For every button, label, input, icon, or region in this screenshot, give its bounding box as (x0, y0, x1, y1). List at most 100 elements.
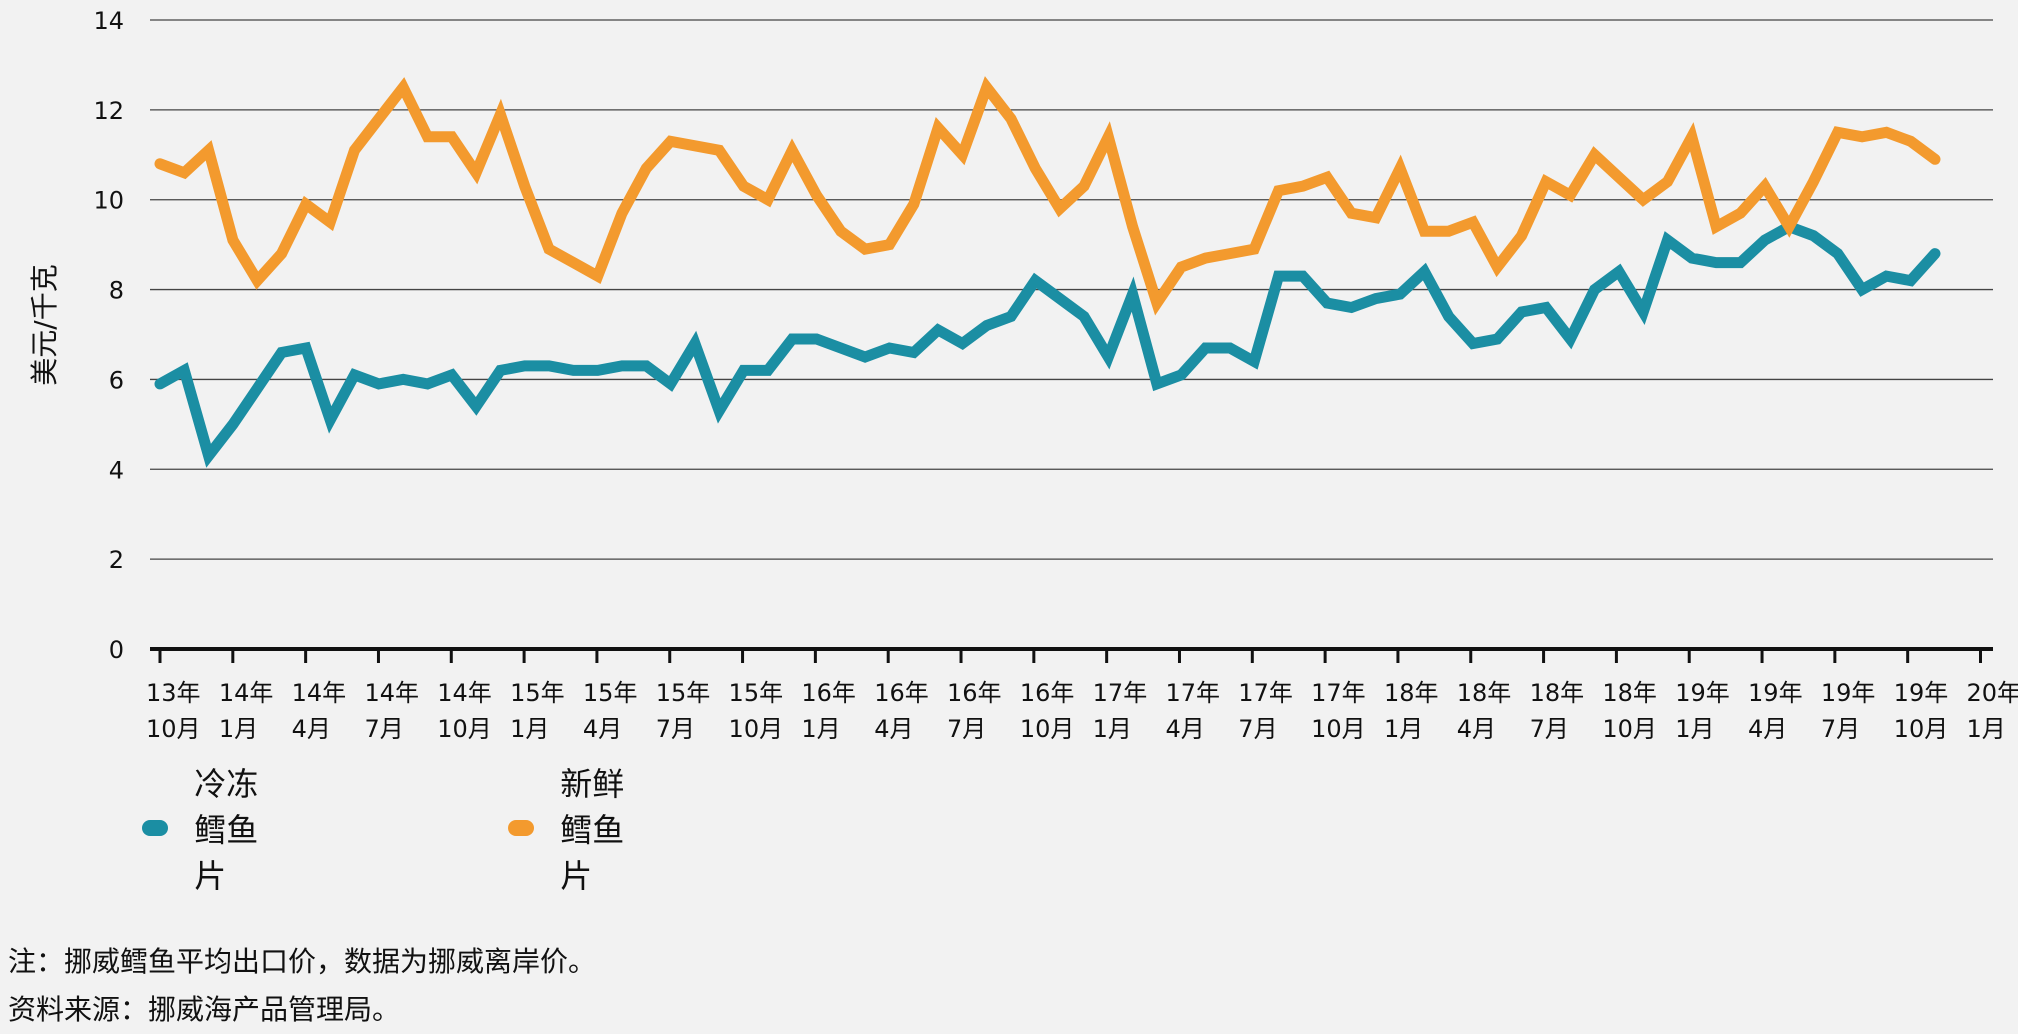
legend-swatch-fresh (508, 820, 534, 836)
y-tick-label: 14 (93, 7, 124, 35)
x-tick-month: 10月 (1020, 715, 1075, 743)
x-tick-month: 7月 (1530, 715, 1569, 743)
x-tick-year: 14年 (292, 679, 347, 707)
x-tick-year: 14年 (437, 679, 492, 707)
legend-item-fresh: 新鲜鳕鱼片 (508, 798, 628, 858)
x-tick-month: 4月 (1457, 715, 1496, 743)
y-tick-label: 0 (109, 636, 124, 664)
x-tick-month: 1月 (510, 715, 549, 743)
gridlines (150, 20, 1993, 559)
x-tick-month: 4月 (583, 715, 622, 743)
x-tick-year: 17年 (1311, 679, 1366, 707)
y-tick-label: 6 (109, 366, 124, 394)
x-tick-month: 1月 (1093, 715, 1132, 743)
y-tick-label: 12 (93, 97, 124, 125)
x-tick-month: 1月 (1967, 715, 2006, 743)
footnotes: 注：挪威鳕鱼平均出口价，数据为挪威离岸价。 资料来源：挪威海产品管理局。 (8, 938, 596, 1034)
x-tick-year: 15年 (729, 679, 784, 707)
x-tick-month: 1月 (1675, 715, 1714, 743)
x-tick-year: 19年 (1675, 679, 1730, 707)
series-line-fresh (160, 87, 1935, 303)
x-tick-year: 14年 (219, 679, 274, 707)
legend-label-fresh: 新鲜鳕鱼片 (560, 759, 628, 897)
note-text: 注：挪威鳕鱼平均出口价，数据为挪威离岸价。 (8, 938, 596, 986)
x-tick-year: 18年 (1530, 679, 1585, 707)
x-tick-year: 16年 (947, 679, 1002, 707)
y-axis-ticks: 0 2 4 6 8 10 12 14 (93, 7, 124, 664)
legend-swatch-frozen (142, 820, 168, 836)
x-tick-year: 20年 (1967, 679, 2018, 707)
y-axis-title: 美元/千克 (28, 264, 61, 385)
y-tick-label: 10 (93, 187, 124, 215)
x-tick-month: 10月 (1602, 715, 1657, 743)
x-tick-month: 1月 (801, 715, 840, 743)
x-tick-month: 4月 (874, 715, 913, 743)
x-tick-month: 10月 (1311, 715, 1366, 743)
x-tick-year: 15年 (656, 679, 711, 707)
x-tick-year: 13年 (146, 679, 201, 707)
y-tick-label: 4 (109, 456, 124, 484)
legend-item-frozen: 冷冻鳕鱼片 (142, 798, 262, 858)
series-line-frozen (160, 227, 1935, 456)
x-tick-year: 16年 (801, 679, 856, 707)
x-tick-year: 17年 (1165, 679, 1220, 707)
x-tick-month: 10月 (146, 715, 201, 743)
y-tick-label: 2 (109, 546, 124, 574)
x-tick-year: 17年 (1093, 679, 1148, 707)
x-tick-year: 15年 (510, 679, 565, 707)
x-tick-month: 4月 (1748, 715, 1787, 743)
x-tick-month: 4月 (292, 715, 331, 743)
x-tick-year: 19年 (1821, 679, 1876, 707)
x-tick-year: 14年 (364, 679, 419, 707)
x-tick-year: 16年 (874, 679, 929, 707)
x-tick-month: 7月 (947, 715, 986, 743)
x-tick-month: 10月 (729, 715, 784, 743)
x-tick-month: 1月 (219, 715, 258, 743)
x-tick-month: 7月 (364, 715, 403, 743)
x-tick-month: 7月 (656, 715, 695, 743)
x-tick-month: 7月 (1238, 715, 1277, 743)
x-tick-year: 18年 (1457, 679, 1512, 707)
x-tick-year: 19年 (1748, 679, 1803, 707)
x-tick-month: 7月 (1821, 715, 1860, 743)
source-text: 资料来源：挪威海产品管理局。 (8, 986, 596, 1034)
x-tick-year: 16年 (1020, 679, 1075, 707)
y-tick-label: 8 (109, 277, 124, 305)
x-tick-month: 10月 (437, 715, 492, 743)
x-tick-year: 19年 (1894, 679, 1949, 707)
x-tick-year: 15年 (583, 679, 638, 707)
x-tick-year: 18年 (1602, 679, 1657, 707)
x-tick-month: 4月 (1165, 715, 1204, 743)
x-tick-year: 18年 (1384, 679, 1439, 707)
x-tick-month: 10月 (1894, 715, 1949, 743)
series-lines (160, 87, 1935, 455)
legend-label-frozen: 冷冻鳕鱼片 (194, 759, 262, 897)
